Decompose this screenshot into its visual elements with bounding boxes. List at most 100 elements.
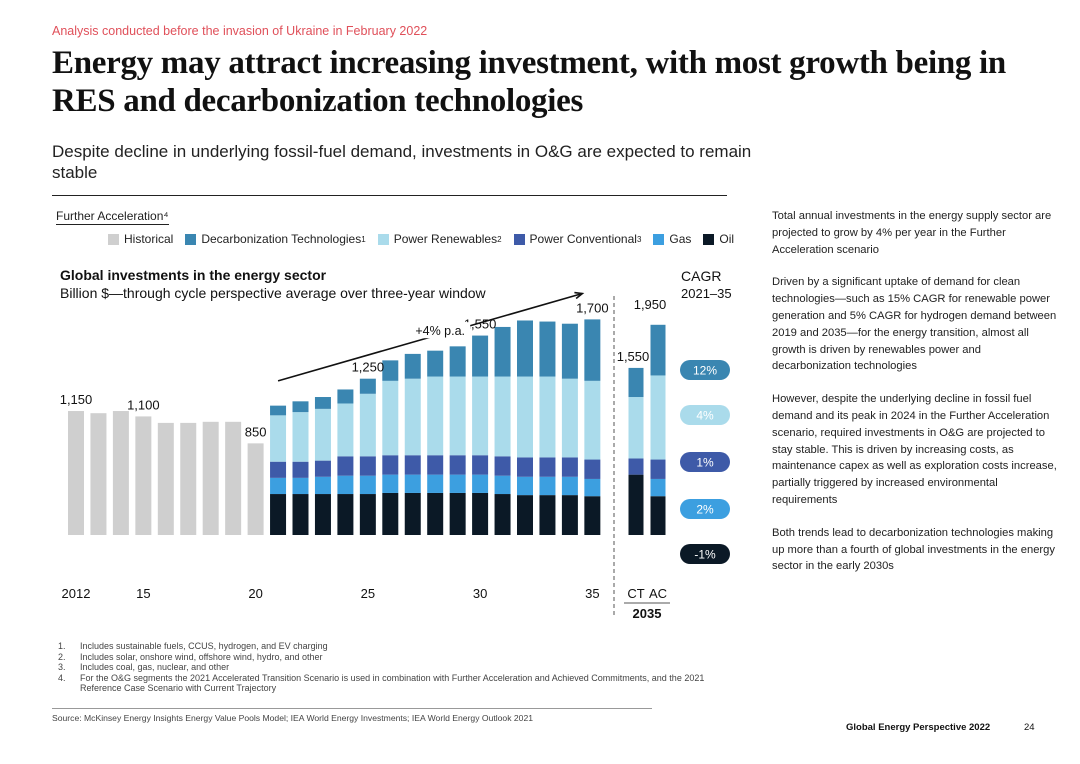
footnote-text: Includes sustainable fuels, CCUS, hydrog…	[80, 641, 328, 651]
legend-label: Power Renewables	[393, 232, 498, 246]
cagr-value-gas: 2%	[696, 503, 714, 517]
bar-decarb-2026	[382, 360, 399, 381]
bar-renew-2024	[337, 403, 354, 457]
bar-decarb-2029	[449, 346, 466, 377]
sidebar-paragraph: Both trends lead to decarbonization tech…	[772, 526, 1055, 573]
bar-gas-2028	[427, 474, 444, 493]
bar-oil-2030	[472, 492, 489, 535]
footnote: 2. Includes solar, onshore wind, offshore…	[58, 652, 738, 663]
footnote: 1. Includes sustainable fuels, CCUS, hydr…	[58, 641, 738, 652]
bar-gas-2027	[404, 474, 421, 493]
growth-label-bg	[410, 322, 471, 339]
footnote-text: Includes solar, onshore wind, offshore w…	[80, 651, 323, 662]
bar-renew-2026	[382, 380, 399, 456]
bar-gas-2032	[517, 476, 533, 496]
legend-item-renew: Power Renewables 2	[377, 232, 502, 246]
total-label-2035-ac: 1,950	[634, 297, 667, 312]
legend-footnote-ref: 3	[636, 234, 642, 244]
bar-renew-2031	[494, 376, 511, 457]
legend-swatch	[703, 233, 715, 245]
bar-decarb-2028	[427, 350, 444, 377]
bar-renew-2022	[292, 412, 309, 462]
bar-conv-2026	[382, 455, 399, 475]
legend-footnote-ref: 1	[361, 234, 366, 244]
bar-gas-2021	[270, 477, 287, 495]
x-tick-2020: 20	[248, 586, 262, 601]
x-tick-2035: 35	[585, 586, 599, 601]
chart-title: Global investments in the energy sector	[60, 267, 327, 283]
bar-historical-2014	[112, 411, 129, 535]
bar-oil-2024	[337, 494, 354, 535]
legend-swatch	[377, 233, 389, 245]
bar-renew-2034	[561, 378, 578, 458]
bar-decarb-2034	[561, 323, 578, 379]
bar-2035-ct-conv	[628, 458, 644, 475]
total-label-2035: 1,700	[576, 300, 609, 315]
bar-conv-2031	[494, 456, 511, 476]
bar-decarb-2031	[494, 326, 511, 377]
bar-renew-2035	[584, 380, 601, 460]
sidebar-paragraph: However, despite the underlying decline …	[772, 393, 1057, 506]
bar-conv-2027	[404, 455, 421, 475]
bar-renew-2021	[270, 415, 287, 462]
x-tick-2035-ct: CT	[627, 586, 644, 601]
cagr-value-decarb: 12%	[693, 364, 717, 378]
bar-historical-2018	[202, 421, 219, 535]
bar-gas-2034	[561, 476, 578, 496]
bar-conv-2024	[337, 456, 354, 476]
bar-gas-2035	[584, 478, 601, 497]
legend-label: Historical	[124, 232, 174, 246]
bar-decarb-2030	[472, 335, 489, 377]
footnote-text: Includes coal, gas, nuclear, and other	[80, 662, 230, 673]
bar-conv-2034	[561, 457, 578, 477]
cagr-value-oil: -1%	[694, 548, 716, 562]
bar-decarb-2033	[539, 321, 556, 377]
page-subtitle: Despite decline in underlying fossil-fue…	[52, 142, 752, 182]
bar-oil-2034	[561, 495, 578, 535]
bar-gas-2026	[382, 474, 399, 493]
legend-swatch	[653, 233, 665, 245]
footnote-number: 4.	[58, 672, 66, 683]
legend-item-decarb: Decarbonization Technologies 1	[185, 232, 366, 246]
bar-conv-2032	[517, 457, 533, 477]
chart-legend: Historical Decarbonization Technologies 1 P…	[108, 232, 746, 246]
total-label-2035-ct: 1,550	[617, 349, 650, 364]
cagr-pill-renew	[680, 405, 730, 425]
bar-decarb-2023	[314, 397, 331, 409]
bar-gas-2025	[359, 475, 376, 495]
bar-renew-2029	[449, 376, 466, 456]
sidebar-commentary: Total annual investments in the energy s…	[772, 208, 1062, 591]
bar-historical-2020	[247, 443, 264, 535]
bar-gas-2031	[494, 475, 511, 495]
bar-gas-2022	[292, 477, 309, 495]
bar-decarb-2022	[292, 401, 309, 413]
investment-chart: 1,150 1,100 850 1,250 1,550 1,700 2012 15 20 25 30…	[60, 291, 730, 621]
x-tick-2030: 30	[473, 586, 487, 601]
bar-conv-2033	[539, 457, 556, 477]
bar-historical-2012	[68, 411, 84, 535]
footnote-text: For the O&G segments the 2021 Accelerate…	[80, 672, 705, 694]
bar-oil-2025	[359, 494, 376, 535]
bar-decarb-2035	[584, 319, 601, 381]
bar-renew-2028	[427, 376, 444, 456]
bar-oil-2031	[494, 494, 511, 535]
x-tick-2012: 2012	[62, 586, 91, 601]
bar-renew-2030	[472, 376, 489, 456]
bar-renew-2023	[314, 408, 331, 461]
bar-decarb-2027	[404, 353, 421, 379]
bar-historical-2015	[135, 416, 152, 535]
total-label-2015: 1,100	[127, 397, 160, 412]
bar-renew-2033	[539, 376, 556, 458]
footnote-number: 2.	[58, 651, 66, 662]
bar-gas-2023	[314, 476, 331, 495]
bar-historical-2013	[90, 413, 107, 535]
analysis-note: Analysis conducted before the invasion o…	[52, 24, 428, 38]
bar-oil-2033	[539, 495, 556, 535]
bar-conv-2023	[314, 460, 331, 477]
sidebar-paragraph: Total annual investments in the energy s…	[772, 210, 1052, 256]
bar-gas-2024	[337, 475, 354, 495]
legend-footnote-ref: 2	[497, 234, 502, 244]
bar-renew-2025	[359, 393, 376, 457]
cagr-pill-oil	[680, 544, 730, 564]
bar-historical-2019	[225, 421, 242, 535]
